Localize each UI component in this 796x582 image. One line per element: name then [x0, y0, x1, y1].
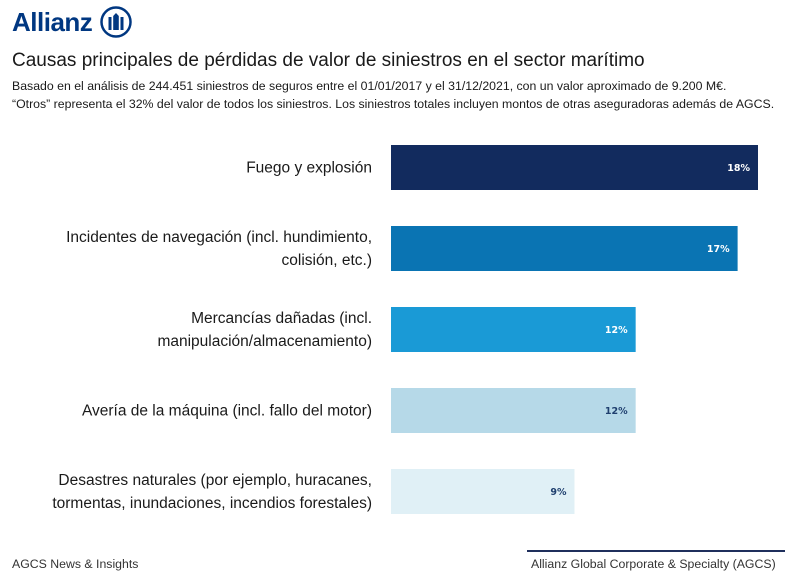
footer-divider: [527, 550, 785, 552]
category-label-5-line-2: tormentas, inundaciones, incendios fores…: [52, 495, 372, 512]
category-label-5-line-1: Desastres naturales (por ejemplo, huraca…: [58, 472, 372, 489]
category-label-2-line-2: colisión, etc.): [282, 252, 372, 269]
chart-title: Causas principales de pérdidas de valor …: [12, 50, 645, 71]
subtitle-line-2: “Otros” representa el 32% del valor de t…: [12, 96, 775, 111]
chart-subtitle: Basado en el análisis de 244.451 siniest…: [12, 78, 787, 113]
logo-wordmark: Allianz: [12, 6, 93, 37]
footer-source: AGCS News & Insights: [12, 557, 139, 571]
category-label-1: Fuego y explosión: [246, 160, 372, 177]
bar-1: [391, 145, 758, 190]
bar-2: [391, 226, 738, 271]
allianz-eagle-icon: [100, 6, 133, 38]
category-label-2-line-1: Incidentes de navegación (incl. hundimie…: [66, 229, 372, 246]
bar-3: [391, 307, 636, 352]
category-label-4: Avería de la máquina (incl. fallo del mo…: [82, 403, 372, 420]
category-label-3-line-1: Mercancías dañadas (incl.: [191, 310, 372, 327]
bar-5: [391, 469, 575, 514]
category-label-3-line-2: manipulación/almacenamiento): [157, 333, 372, 350]
bar-4: [391, 388, 636, 433]
bar-chart: 18% Fuego y explosión 17% Incidentes de nav…: [52, 145, 758, 514]
allianz-logo: Allianz: [12, 6, 133, 38]
bar-value-label-5: 9%: [550, 487, 567, 498]
bar-value-label-3: 12%: [605, 325, 628, 336]
bar-value-label-2: 17%: [707, 244, 730, 255]
footer-company: Allianz Global Corporate & Specialty (AG…: [531, 557, 776, 571]
bar-value-label-1: 18%: [727, 163, 750, 174]
bar-value-label-4: 12%: [605, 406, 628, 417]
subtitle-line-1: Basado en el análisis de 244.451 siniest…: [12, 79, 727, 93]
